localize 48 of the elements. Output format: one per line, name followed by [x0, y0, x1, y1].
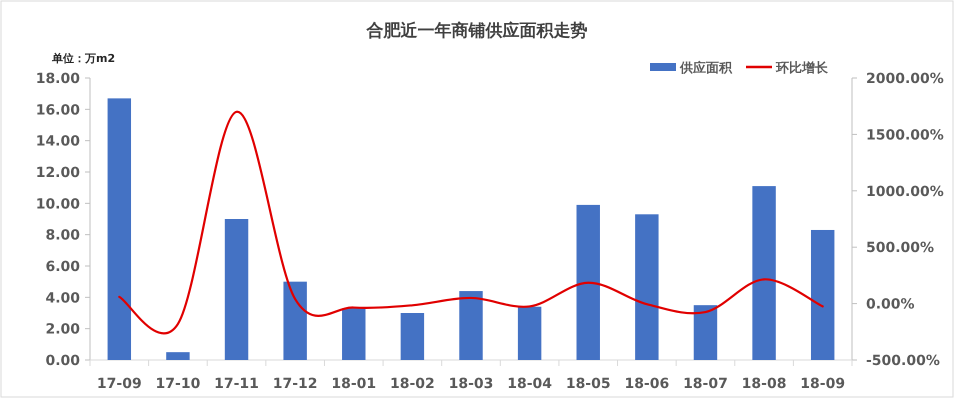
y-tick-label: 0.00 [45, 353, 80, 369]
y-tick-label: 8.00 [45, 228, 80, 244]
y-tick-label: 14.00 [36, 134, 80, 150]
y-tick-label: 4.00 [45, 290, 80, 306]
y-tick-label: 18.00 [36, 71, 80, 87]
bar [576, 204, 600, 360]
bar [635, 214, 659, 360]
y2-tick-label: 500.00% [866, 240, 934, 256]
y-tick-label: 12.00 [36, 165, 80, 181]
y2-tick-label: 0.00% [866, 296, 915, 313]
y2-tick-label: 1000.00% [866, 184, 944, 200]
bar [694, 305, 718, 360]
x-tick-label: 18-05 [566, 376, 611, 392]
legend-label: 环比增长 [775, 61, 829, 76]
bar [752, 186, 776, 360]
x-tick-label: 18-03 [448, 376, 494, 392]
x-tick-label: 18-08 [742, 376, 786, 392]
x-tick-label: 18-02 [390, 376, 435, 392]
y2-tick-label: 1500.00% [866, 127, 944, 144]
x-tick-label: 18-06 [624, 376, 670, 392]
x-tick-label: 18-01 [331, 376, 376, 392]
x-tick-label: 18-07 [683, 376, 728, 392]
chart-title: 合肥近一年商铺供应面积走势 [366, 21, 588, 41]
bar [400, 313, 424, 360]
x-tick-label: 17-09 [96, 376, 142, 392]
bar [459, 291, 483, 360]
y-tick-label: 6.00 [45, 259, 80, 275]
bar [810, 230, 834, 360]
bar [166, 352, 190, 360]
x-tick-label: 17-12 [272, 376, 318, 392]
y-tick-label: 2.00 [45, 322, 80, 338]
y2-tick-label: -500.00% [866, 353, 940, 369]
x-tick-label: 18-09 [800, 376, 846, 392]
legend-供应面积: 供应面积 [650, 61, 732, 76]
y-axis-title: 单位：万m2 [51, 52, 116, 65]
legend-环比增长: 环比增长 [746, 61, 828, 76]
y-tick-label: 10.00 [36, 196, 80, 212]
bar [283, 282, 307, 360]
bar [342, 308, 366, 360]
x-tick-label: 17-10 [156, 376, 201, 392]
x-tick-label: 18-04 [507, 376, 552, 392]
legend-label: 供应面积 [679, 60, 733, 76]
bar [224, 219, 248, 360]
y-tick-label: 16.00 [36, 102, 80, 118]
bar [108, 98, 132, 360]
x-tick-label: 17-11 [214, 376, 259, 392]
bar [518, 306, 542, 360]
y2-tick-label: 2000.00% [866, 71, 944, 87]
